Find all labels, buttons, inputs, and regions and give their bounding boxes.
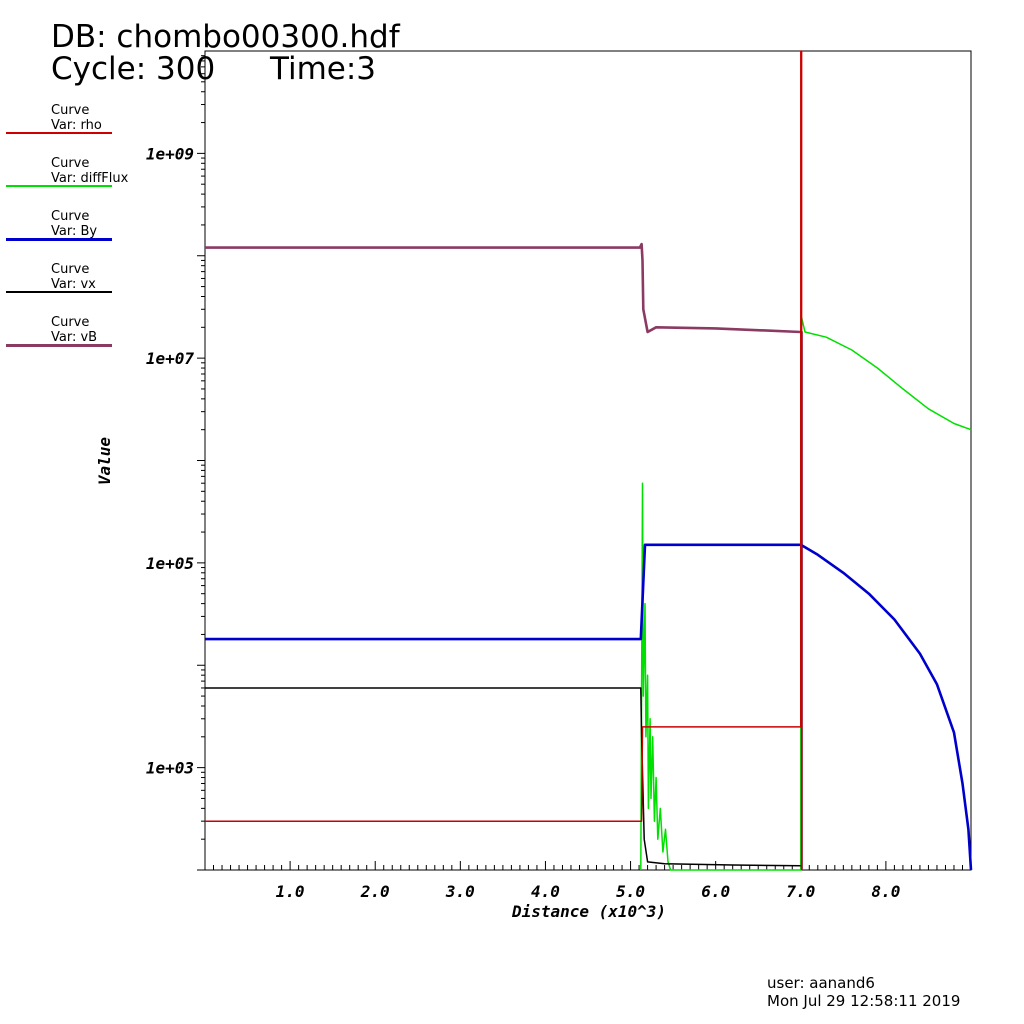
legend-entry-diffflux: Curve Var: diffFlux <box>4 156 128 207</box>
x-axis: 1.0 2.0 3.0 4.0 5.0 6.0 7.0 8.0 <box>213 861 963 901</box>
x-tick-label: 4.0 <box>531 882 560 901</box>
series-line-vb <box>205 242 803 870</box>
legend-swatch <box>6 185 112 187</box>
x-tick-label: 7.0 <box>786 882 815 901</box>
series-line-rho <box>205 50 803 870</box>
legend-var-label: Var: rho <box>51 118 102 133</box>
x-tick-label: 2.0 <box>360 882 390 901</box>
time-label: Time:3 <box>270 51 377 87</box>
series-line-vx <box>205 687 801 867</box>
x-tick-label: 8.0 <box>871 882 900 901</box>
legend-curve-label: Curve <box>51 103 90 118</box>
footer-user: user: aanand6 <box>767 974 875 992</box>
legend-entry-by: Curve Var: By <box>4 210 114 260</box>
footer-date: Mon Jul 29 12:58:11 2019 <box>767 992 961 1010</box>
x-tick-label: 3.0 <box>445 882 475 901</box>
series-group <box>205 50 973 871</box>
legend-swatch <box>6 238 112 241</box>
legend-curve-label: Curve <box>51 209 90 224</box>
plot-frame <box>204 50 972 871</box>
y-tick-label: 1e+07 <box>146 349 195 368</box>
series-line-by <box>205 543 973 871</box>
y-tick-label: 1e+09 <box>146 144 194 163</box>
y-tick-label: 1e+05 <box>146 554 194 573</box>
y-axis-title: Value <box>95 437 114 486</box>
x-tick-label: 5.0 <box>616 882 645 901</box>
legend-entry-vx: Curve Var: vx <box>4 263 114 313</box>
legend-var-label: Var: diffFlux <box>51 171 129 186</box>
y-tick-label: 1e+03 <box>146 759 194 778</box>
legend-swatch <box>6 132 112 134</box>
x-tick-label: 6.0 <box>701 882 730 901</box>
legend-swatch <box>6 291 112 293</box>
database-title: DB: chombo00300.hdf <box>51 19 400 55</box>
legend-curve-label: Curve <box>51 156 90 171</box>
series-line-diffflux <box>640 316 972 871</box>
legend-entry-vb: Curve Var: vB <box>4 316 114 366</box>
y-axis: 1e+03 1e+05 1e+07 1e+09 <box>146 55 205 871</box>
legend-curve-label: Curve <box>51 262 90 277</box>
legend-var-label: Var: vB <box>51 330 98 345</box>
legend-var-label: Var: vx <box>51 277 96 292</box>
legend-entry-rho: Curve Var: rho <box>4 104 114 154</box>
x-axis-title: Distance (x10^3) <box>511 902 666 921</box>
legend-var-label: Var: By <box>51 224 98 239</box>
legend-curve-label: Curve <box>51 315 90 330</box>
x-tick-label: 1.0 <box>276 882 305 901</box>
legend-swatch <box>6 344 112 347</box>
